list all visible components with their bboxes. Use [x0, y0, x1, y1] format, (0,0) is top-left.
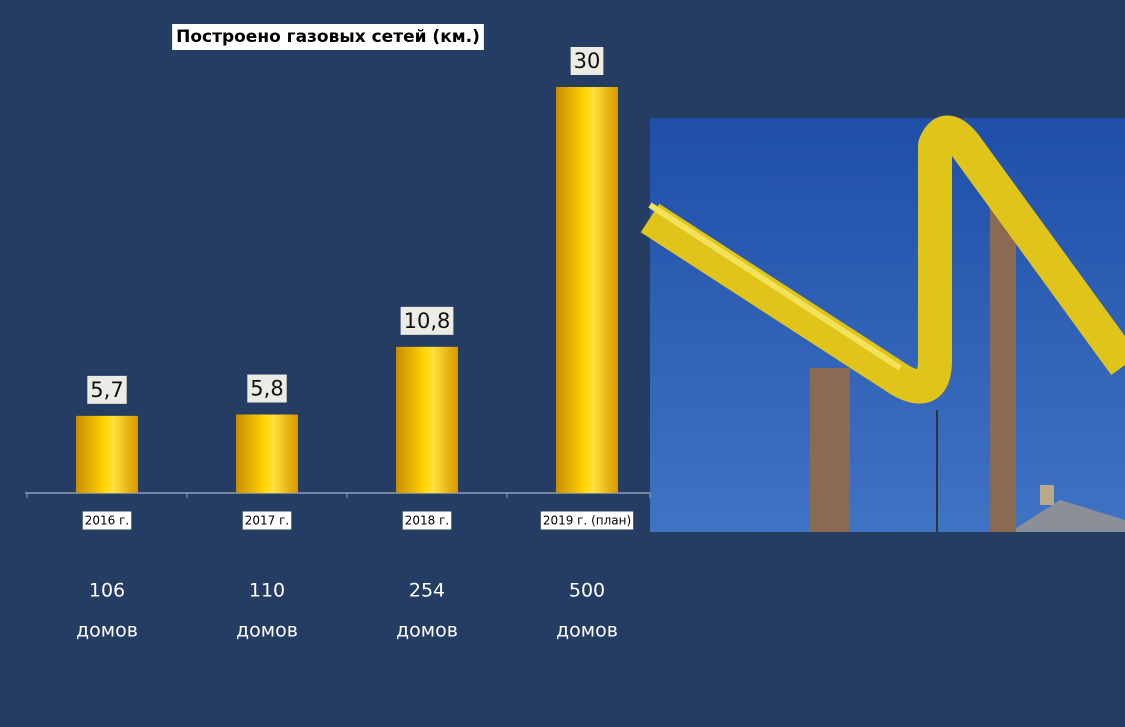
photo	[640, 115, 1125, 532]
house-count: 110	[249, 580, 285, 602]
value-label: 5,8	[250, 377, 283, 401]
x-tick-label-box	[82, 511, 132, 530]
house-unit: домов	[396, 620, 458, 642]
x-tick-label: 2017 г.	[245, 514, 289, 528]
value-label-box	[87, 375, 127, 404]
x-tick-label: 2016 г.	[85, 514, 129, 528]
house-count: 106	[89, 580, 125, 602]
bar	[556, 87, 618, 493]
bar	[236, 414, 298, 493]
bar	[396, 346, 458, 493]
value-label-box	[400, 306, 454, 335]
house-unit: домов	[236, 620, 298, 642]
house-unit: домов	[76, 620, 138, 642]
house-unit: домов	[556, 620, 618, 642]
value-label: 5,7	[90, 378, 123, 402]
x-tick-label-box	[242, 511, 292, 530]
x-tick-label-box	[402, 511, 452, 530]
house-count: 500	[569, 580, 605, 602]
title-box	[172, 24, 484, 50]
x-tick-label-box	[540, 511, 634, 530]
bar	[76, 415, 138, 493]
house-count: 254	[409, 580, 445, 602]
x-tick-label: 2019 г. (план)	[543, 514, 631, 528]
x-tick-label: 2018 г.	[405, 514, 449, 528]
value-label-box	[247, 374, 287, 403]
value-label-box	[570, 47, 604, 75]
chart-title: Построено газовых сетей (км.)	[176, 27, 480, 47]
value-label: 30	[574, 49, 601, 73]
value-label: 10,8	[404, 309, 451, 333]
